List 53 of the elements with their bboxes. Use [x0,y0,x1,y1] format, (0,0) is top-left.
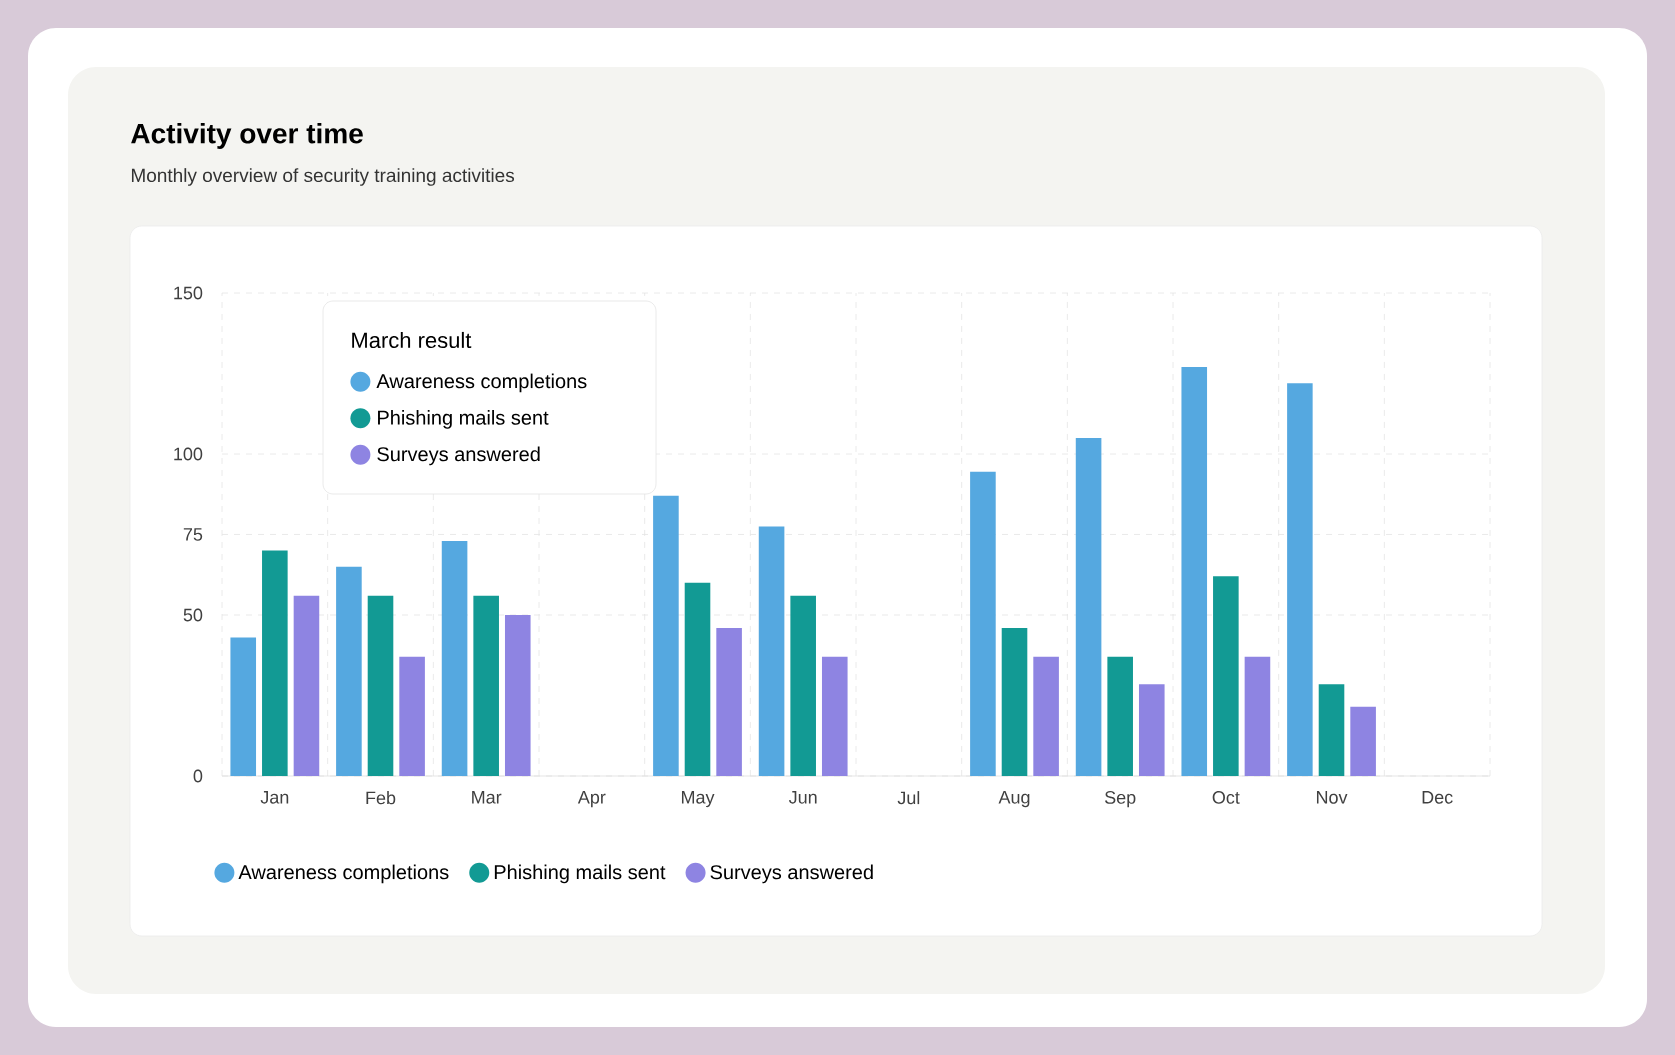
bar [293,595,320,776]
x-tick-label: Sep [1104,791,1136,808]
chart-subtitle: Monthly overview of security training activities [131,168,515,186]
bar [1033,656,1059,776]
bar [970,471,996,776]
bar [653,495,679,776]
bar [790,595,816,776]
bar [473,595,499,776]
y-tick-label: 150 [174,286,203,300]
bar [758,526,785,776]
bar [1138,684,1165,776]
x-tick-label: Mar [472,791,502,804]
bar [1181,367,1208,776]
bar [336,566,362,776]
x-tick-label: May [681,791,715,808]
bar [1244,656,1271,776]
bar [1213,576,1239,776]
text: Awareness completions [238,864,449,884]
bar [441,540,468,776]
bar [1107,656,1133,776]
x-tick-label: Nov [1316,791,1348,804]
bar [1350,706,1376,776]
y-tick-label: 75 [183,528,203,541]
bar [1287,383,1313,776]
y-tick-label: 0 [193,769,203,783]
y-tick-label: 50 [183,608,203,622]
bar [262,550,288,776]
legend-label: Phishing mails sent [494,864,666,884]
bar [399,656,425,776]
bar [504,615,531,776]
bar [230,637,257,776]
x-tick-label: Oct [1212,791,1240,804]
annotation: March result [352,331,472,349]
x-tick-label: Jun [788,791,817,804]
x-tick-label: Feb [366,791,396,805]
x-tick-label: Dec [1422,791,1453,804]
x-tick-label: Jul [897,791,920,805]
bar [1001,627,1028,776]
y-tick-label: 100 [174,447,203,461]
text: Surveys answered [377,446,540,466]
legend-label: Awareness completions [376,373,587,393]
bar [716,627,742,776]
text: Phishing mails sent [378,410,549,429]
bar [1318,684,1345,776]
bar [1075,437,1102,776]
x-tick-label: Jan [260,791,289,804]
bar [684,582,711,776]
x-tick-label: Apr [577,791,606,808]
chart-title: Activity over time [131,122,363,150]
bar [367,595,394,776]
legend-label: Surveys answered [710,864,873,884]
bar [821,656,848,776]
x-tick-label: Aug [998,791,1030,808]
